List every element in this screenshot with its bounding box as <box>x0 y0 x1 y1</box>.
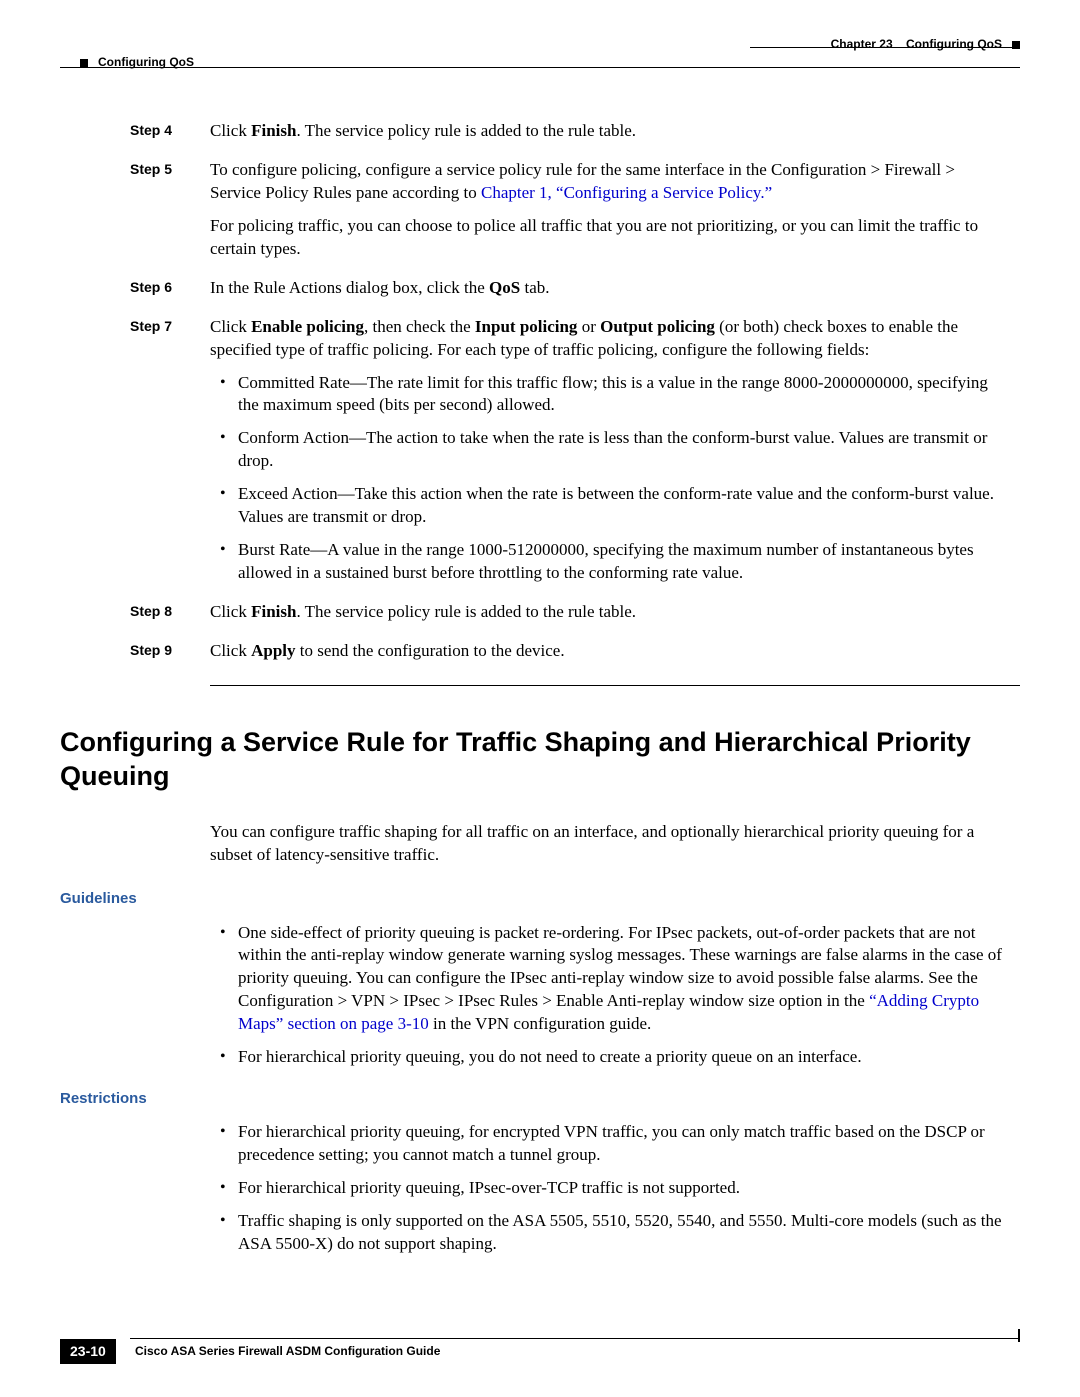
step-row: Step 7Click Enable policing, then check … <box>60 316 1020 595</box>
list-item: Conform Action—The action to take when t… <box>238 427 1010 473</box>
list-item: For hierarchical priority queuing, for e… <box>238 1121 1020 1167</box>
step-body: Click Finish. The service policy rule is… <box>210 120 1020 153</box>
page-content: Step 4Click Finish. The service policy r… <box>60 120 1020 1276</box>
page-number: 23-10 <box>60 1339 116 1364</box>
step-body: Click Finish. The service policy rule is… <box>210 601 1020 634</box>
step-row: Step 6In the Rule Actions dialog box, cl… <box>60 277 1020 310</box>
cross-ref-link[interactable]: “Adding Crypto Maps” section on page 3-1… <box>238 991 979 1033</box>
footer-rule <box>130 1338 1020 1339</box>
step-row: Step 4Click Finish. The service policy r… <box>60 120 1020 153</box>
list-item: Traffic shaping is only supported on the… <box>238 1210 1020 1256</box>
step-paragraph: For policing traffic, you can choose to … <box>210 215 1010 261</box>
cross-ref-link[interactable]: Chapter 1, “Configuring a Service Policy… <box>481 183 772 202</box>
step-paragraph: Click Finish. The service policy rule is… <box>210 120 1010 143</box>
list-item: One side-effect of priority queuing is p… <box>238 922 1020 1037</box>
list-item: For hierarchical priority queuing, IPsec… <box>238 1177 1020 1200</box>
chapter-title: Configuring QoS <box>906 37 1002 51</box>
bold-text: QoS <box>489 278 520 297</box>
section-divider <box>210 685 1020 686</box>
section-title: Configuring a Service Rule for Traffic S… <box>60 726 1020 794</box>
header-square-icon <box>80 59 88 67</box>
bold-text: Finish <box>251 602 296 621</box>
step-paragraph: Click Enable policing, then check the In… <box>210 316 1010 362</box>
step-label: Step 9 <box>60 640 210 673</box>
step-paragraph: Click Finish. The service policy rule is… <box>210 601 1010 624</box>
step-row: Step 5To configure policing, configure a… <box>60 159 1020 271</box>
bold-text: Enable policing <box>251 317 364 336</box>
bold-text: Apply <box>251 641 295 660</box>
restrictions-heading: Restrictions <box>60 1089 1020 1109</box>
footer-end-mark <box>1018 1329 1020 1342</box>
header-rule-left <box>60 67 1020 68</box>
step-row: Step 8Click Finish. The service policy r… <box>60 601 1020 634</box>
step-body: To configure policing, configure a servi… <box>210 159 1020 271</box>
list-item: Burst Rate—A value in the range 1000-512… <box>238 539 1010 585</box>
step-body: In the Rule Actions dialog box, click th… <box>210 277 1020 310</box>
step-paragraph: In the Rule Actions dialog box, click th… <box>210 277 1010 300</box>
step-paragraph: Click Apply to send the configuration to… <box>210 640 1010 663</box>
footer: Cisco ASA Series Firewall ASDM Configura… <box>60 1338 1020 1359</box>
restrictions-block: Restrictions For hierarchical priority q… <box>60 1089 1020 1256</box>
step-label: Step 6 <box>60 277 210 310</box>
section-intro: You can configure traffic shaping for al… <box>210 821 1020 867</box>
step-label: Step 4 <box>60 120 210 153</box>
step-row: Step 9Click Apply to send the configurat… <box>60 640 1020 673</box>
guidelines-list: One side-effect of priority queuing is p… <box>210 922 1020 1070</box>
guidelines-block: Guidelines One side-effect of priority q… <box>60 889 1020 1069</box>
bold-text: Finish <box>251 121 296 140</box>
header-right: Chapter 23 Configuring QoS <box>831 36 1020 52</box>
step-body: Click Apply to send the configuration to… <box>210 640 1020 673</box>
step-label: Step 8 <box>60 601 210 634</box>
bold-text: Input policing <box>475 317 578 336</box>
guidelines-heading: Guidelines <box>60 889 1020 909</box>
steps-container: Step 4Click Finish. The service policy r… <box>60 120 1020 673</box>
step-paragraph: To configure policing, configure a servi… <box>210 159 1010 205</box>
chapter-label: Chapter 23 <box>831 37 893 51</box>
list-item: For hierarchical priority queuing, you d… <box>238 1046 1020 1069</box>
footer-title: Cisco ASA Series Firewall ASDM Configura… <box>135 1343 1020 1359</box>
restrictions-list: For hierarchical priority queuing, for e… <box>210 1121 1020 1256</box>
list-item: Exceed Action—Take this action when the … <box>238 483 1010 529</box>
step-label: Step 5 <box>60 159 210 271</box>
step-bullets: Committed Rate—The rate limit for this t… <box>210 372 1010 586</box>
header-square-icon <box>1012 41 1020 49</box>
step-label: Step 7 <box>60 316 210 595</box>
list-item: Committed Rate—The rate limit for this t… <box>238 372 1010 418</box>
step-body: Click Enable policing, then check the In… <box>210 316 1020 595</box>
bold-text: Output policing <box>600 317 715 336</box>
